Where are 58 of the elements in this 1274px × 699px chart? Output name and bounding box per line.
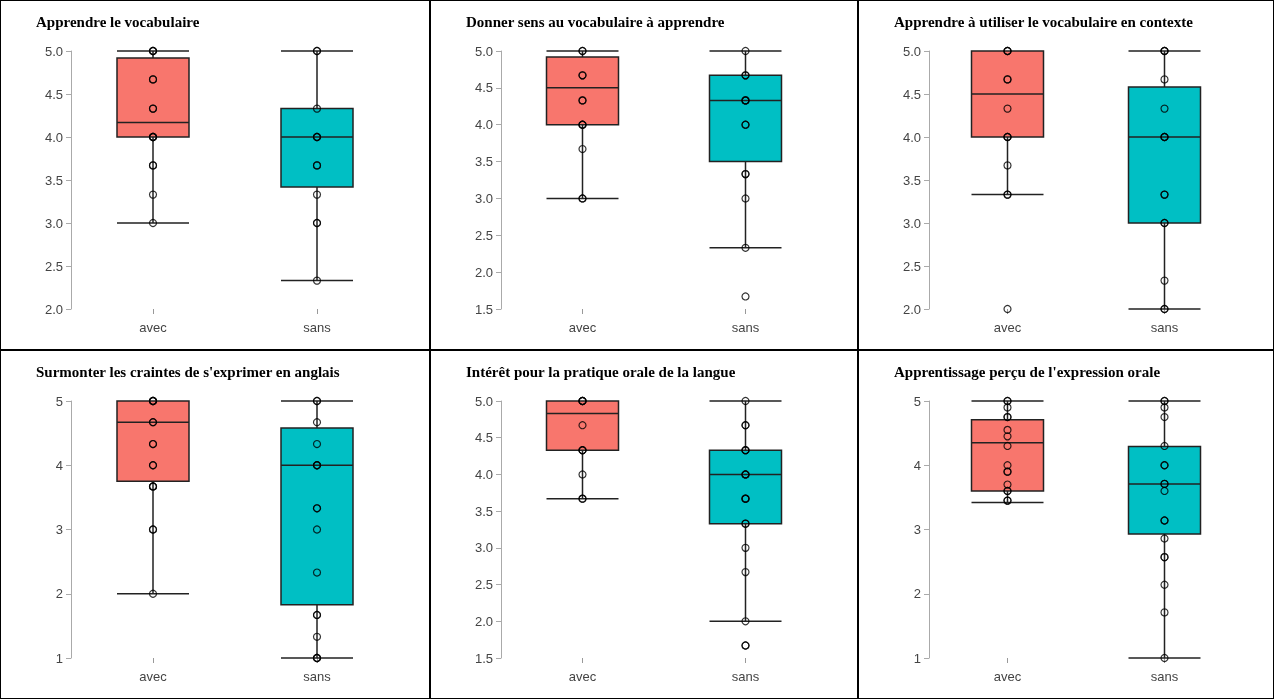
y-tick-label: 5.0 [474, 43, 493, 59]
y-tick-label: 4 [55, 457, 63, 473]
chart-title: Apprendre le vocabulaire [36, 13, 200, 30]
x-tick-label: sans [303, 669, 332, 684]
y-tick-label: 3.0 [902, 215, 921, 231]
x-tick-label: avec [568, 669, 597, 684]
y-tick-label: 2.5 [474, 227, 493, 243]
y-tick-label: 2.5 [474, 577, 493, 593]
y-tick-label: 5 [913, 393, 921, 409]
y-tick-label: 5.0 [902, 43, 921, 59]
x-tick-label: sans [1150, 320, 1179, 335]
chart-title: Surmonter les craintes de s'exprimer en anglais [36, 363, 340, 380]
y-tick-label: 3.0 [44, 215, 63, 231]
y-tick-label: 4.5 [902, 86, 921, 102]
y-tick-label: 2.5 [902, 258, 921, 274]
y-tick-label: 1.5 [474, 650, 493, 666]
chart-title: Apprendre à utiliser le vocabulaire en contexte [894, 13, 1194, 30]
x-tick-label: avec [139, 320, 168, 335]
y-tick-label: 4.0 [474, 117, 493, 133]
x-tick-label: avec [139, 669, 168, 684]
chart-title: Donner sens au vocabulaire à apprendre [466, 13, 725, 30]
y-tick-label: 3.0 [474, 540, 493, 556]
y-tick-label: 3 [913, 522, 921, 537]
x-tick-label: avec [568, 320, 597, 335]
y-tick-label: 4.0 [474, 466, 493, 482]
y-tick-label: 4.0 [902, 129, 921, 145]
y-tick-label: 3.5 [902, 172, 921, 188]
y-tick-label: 2.0 [474, 264, 493, 280]
y-tick-label: 3 [55, 522, 63, 537]
chart-title: Intérêt pour la pratique orale de la langue [466, 363, 736, 380]
x-tick-label: sans [731, 669, 760, 684]
y-tick-label: 3.5 [474, 503, 493, 519]
y-tick-label: 4.5 [474, 430, 493, 446]
y-tick-label: 4.5 [474, 80, 493, 96]
x-tick-label: avec [993, 320, 1022, 335]
y-tick-label: 4 [913, 457, 921, 473]
y-tick-label: 3.0 [474, 190, 493, 206]
y-tick-label: 2 [55, 586, 63, 602]
y-tick-label: 3.5 [474, 154, 493, 170]
y-tick-label: 3.5 [44, 172, 63, 188]
y-tick-label: 1.5 [474, 301, 493, 317]
y-tick-label: 5 [55, 393, 63, 409]
y-tick-label: 2.0 [44, 301, 63, 317]
x-tick-label: sans [731, 320, 760, 335]
y-tick-label: 2.0 [474, 613, 493, 629]
y-tick-label: 2.5 [44, 258, 63, 274]
y-tick-label: 1 [55, 650, 63, 666]
y-tick-label: 2.0 [902, 301, 921, 317]
y-tick-label: 5.0 [44, 43, 63, 59]
chart-title: Apprentissage perçu de l'expression orale [894, 363, 1161, 380]
y-tick-label: 5.0 [474, 393, 493, 409]
x-tick-label: sans [303, 320, 332, 335]
y-tick-label: 2 [913, 586, 921, 602]
y-tick-label: 4.5 [44, 86, 63, 102]
y-tick-label: 1 [913, 650, 921, 666]
x-tick-label: avec [993, 669, 1022, 684]
x-tick-label: sans [1150, 669, 1179, 684]
y-tick-label: 4.0 [44, 129, 63, 145]
